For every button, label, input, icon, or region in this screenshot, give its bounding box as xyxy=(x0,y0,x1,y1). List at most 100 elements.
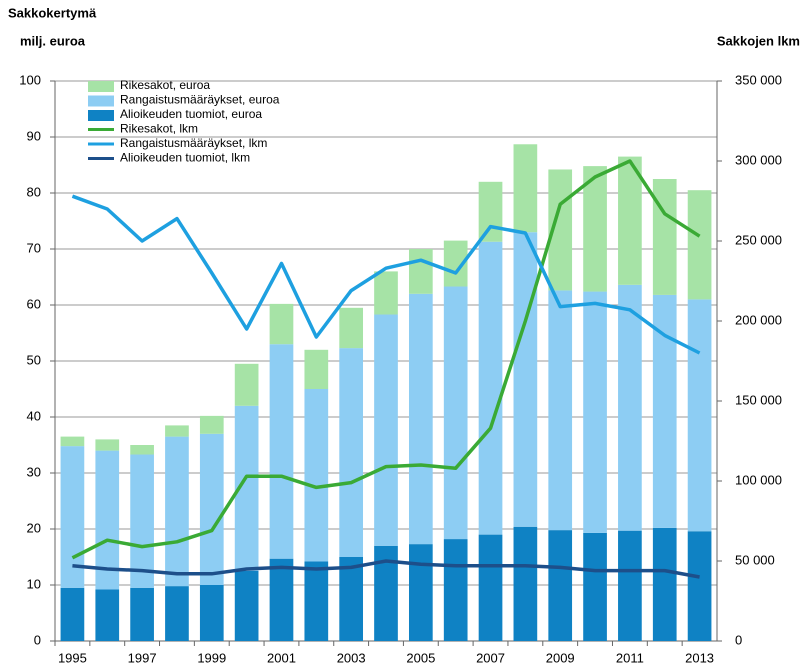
bar xyxy=(130,445,154,455)
bar xyxy=(583,291,607,533)
y2-tick-label: 350 000 xyxy=(735,72,782,87)
y-tick-label: 10 xyxy=(27,576,41,591)
x-tick-label: 2009 xyxy=(546,650,575,665)
bar xyxy=(583,166,607,292)
y-tick-label: 30 xyxy=(27,464,41,479)
y-axis-title: milj. euroa xyxy=(20,33,86,48)
bar xyxy=(583,532,607,641)
bar xyxy=(269,558,294,641)
legend-label: Rikesakot, lkm xyxy=(120,122,198,136)
bar xyxy=(548,530,573,641)
bar xyxy=(687,299,712,532)
bar xyxy=(269,344,294,559)
legend-label: Rangaistusmääräykset, lkm xyxy=(120,136,267,150)
y2-tick-label: 300 000 xyxy=(735,152,782,167)
y2-tick-label: 200 000 xyxy=(735,312,782,327)
bar xyxy=(95,450,120,590)
bar xyxy=(652,294,677,528)
bar xyxy=(60,436,85,447)
line xyxy=(71,159,701,560)
bar xyxy=(443,539,468,641)
legend-swatch xyxy=(88,110,114,121)
x-tick-label: 1999 xyxy=(197,650,226,665)
bar xyxy=(199,585,224,641)
bar xyxy=(618,284,642,531)
y-tick-label: 0 xyxy=(34,632,41,647)
bar xyxy=(234,571,259,641)
bar xyxy=(234,405,259,571)
y2-tick-label: 50 000 xyxy=(735,552,775,567)
bar xyxy=(443,286,468,540)
y-tick-label: 100 xyxy=(19,72,41,87)
legend-swatch xyxy=(88,81,114,92)
bar xyxy=(165,586,189,641)
x-tick-label: 2013 xyxy=(685,650,714,665)
bar xyxy=(687,190,712,300)
bar xyxy=(548,290,573,531)
bar xyxy=(408,249,433,294)
bar xyxy=(478,534,503,641)
bar xyxy=(60,587,85,641)
y-tick-label: 20 xyxy=(27,520,41,535)
bar xyxy=(199,415,224,434)
bar xyxy=(513,526,538,641)
bar xyxy=(618,156,642,285)
bar xyxy=(374,314,398,546)
x-tick-label: 2005 xyxy=(406,650,435,665)
bar xyxy=(95,439,120,451)
y2-tick-label: 150 000 xyxy=(735,392,782,407)
bar xyxy=(374,271,398,315)
y-tick-label: 90 xyxy=(27,128,41,143)
bar xyxy=(234,363,259,406)
legend-label: Rikesakot, euroa xyxy=(120,78,210,92)
x-tick-label: 2011 xyxy=(616,650,644,665)
bar xyxy=(652,179,677,295)
y2-tick-label: 0 xyxy=(735,632,742,647)
y-tick-label: 60 xyxy=(27,296,41,311)
x-tick-label: 1997 xyxy=(128,650,157,665)
y2-tick-label: 250 000 xyxy=(735,232,782,247)
bar xyxy=(408,544,433,641)
y2-axis-title: Sakkojen lkm xyxy=(717,33,800,48)
x-tick-label: 1995 xyxy=(58,650,87,665)
bar xyxy=(374,545,398,641)
bar xyxy=(478,241,503,535)
y-tick-label: 80 xyxy=(27,184,41,199)
bar xyxy=(165,425,189,437)
legend-label: Alioikeuden tuomiot, lkm xyxy=(120,151,250,165)
x-tick-label: 2001 xyxy=(267,650,296,665)
bar xyxy=(60,446,85,588)
bar xyxy=(199,433,224,585)
bar xyxy=(269,303,294,345)
y-axis-title: Sakkokertymä xyxy=(8,5,97,20)
bar xyxy=(95,589,120,641)
bar xyxy=(339,557,364,641)
line xyxy=(71,194,701,355)
bar xyxy=(652,527,677,641)
bar xyxy=(130,587,154,641)
y2-tick-label: 100 000 xyxy=(735,472,782,487)
x-tick-label: 2003 xyxy=(337,650,366,665)
bar xyxy=(513,144,538,233)
bar xyxy=(687,531,712,641)
legend-swatch xyxy=(88,95,114,107)
bar xyxy=(339,348,364,557)
bar xyxy=(304,561,329,641)
y-tick-label: 40 xyxy=(27,408,41,423)
bar xyxy=(304,349,329,389)
line xyxy=(72,559,700,579)
bar xyxy=(165,436,189,587)
y-tick-label: 70 xyxy=(27,240,41,255)
bar xyxy=(443,240,468,287)
bar xyxy=(478,181,503,242)
y-tick-label: 50 xyxy=(27,352,41,367)
bar xyxy=(618,530,642,641)
bar xyxy=(130,454,154,588)
bar xyxy=(304,389,329,562)
bar xyxy=(339,307,364,349)
x-tick-label: 2007 xyxy=(476,650,505,665)
bar xyxy=(513,232,538,527)
bar xyxy=(408,293,433,545)
legend-label: Rangaistusmääräykset, euroa xyxy=(120,93,280,107)
